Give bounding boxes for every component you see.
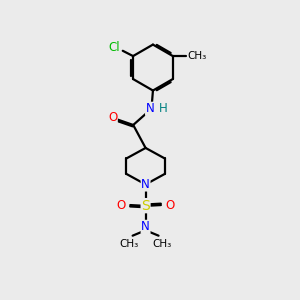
Text: N: N <box>146 102 154 115</box>
Text: S: S <box>141 199 150 213</box>
Text: CH₃: CH₃ <box>153 238 172 249</box>
Text: CH₃: CH₃ <box>119 238 138 249</box>
Text: O: O <box>165 199 174 212</box>
Text: N: N <box>141 178 150 191</box>
Text: O: O <box>117 199 126 212</box>
Text: O: O <box>108 111 117 124</box>
Text: CH₃: CH₃ <box>188 51 207 61</box>
Text: N: N <box>141 220 150 233</box>
Text: H: H <box>159 102 168 115</box>
Text: Cl: Cl <box>108 41 120 54</box>
